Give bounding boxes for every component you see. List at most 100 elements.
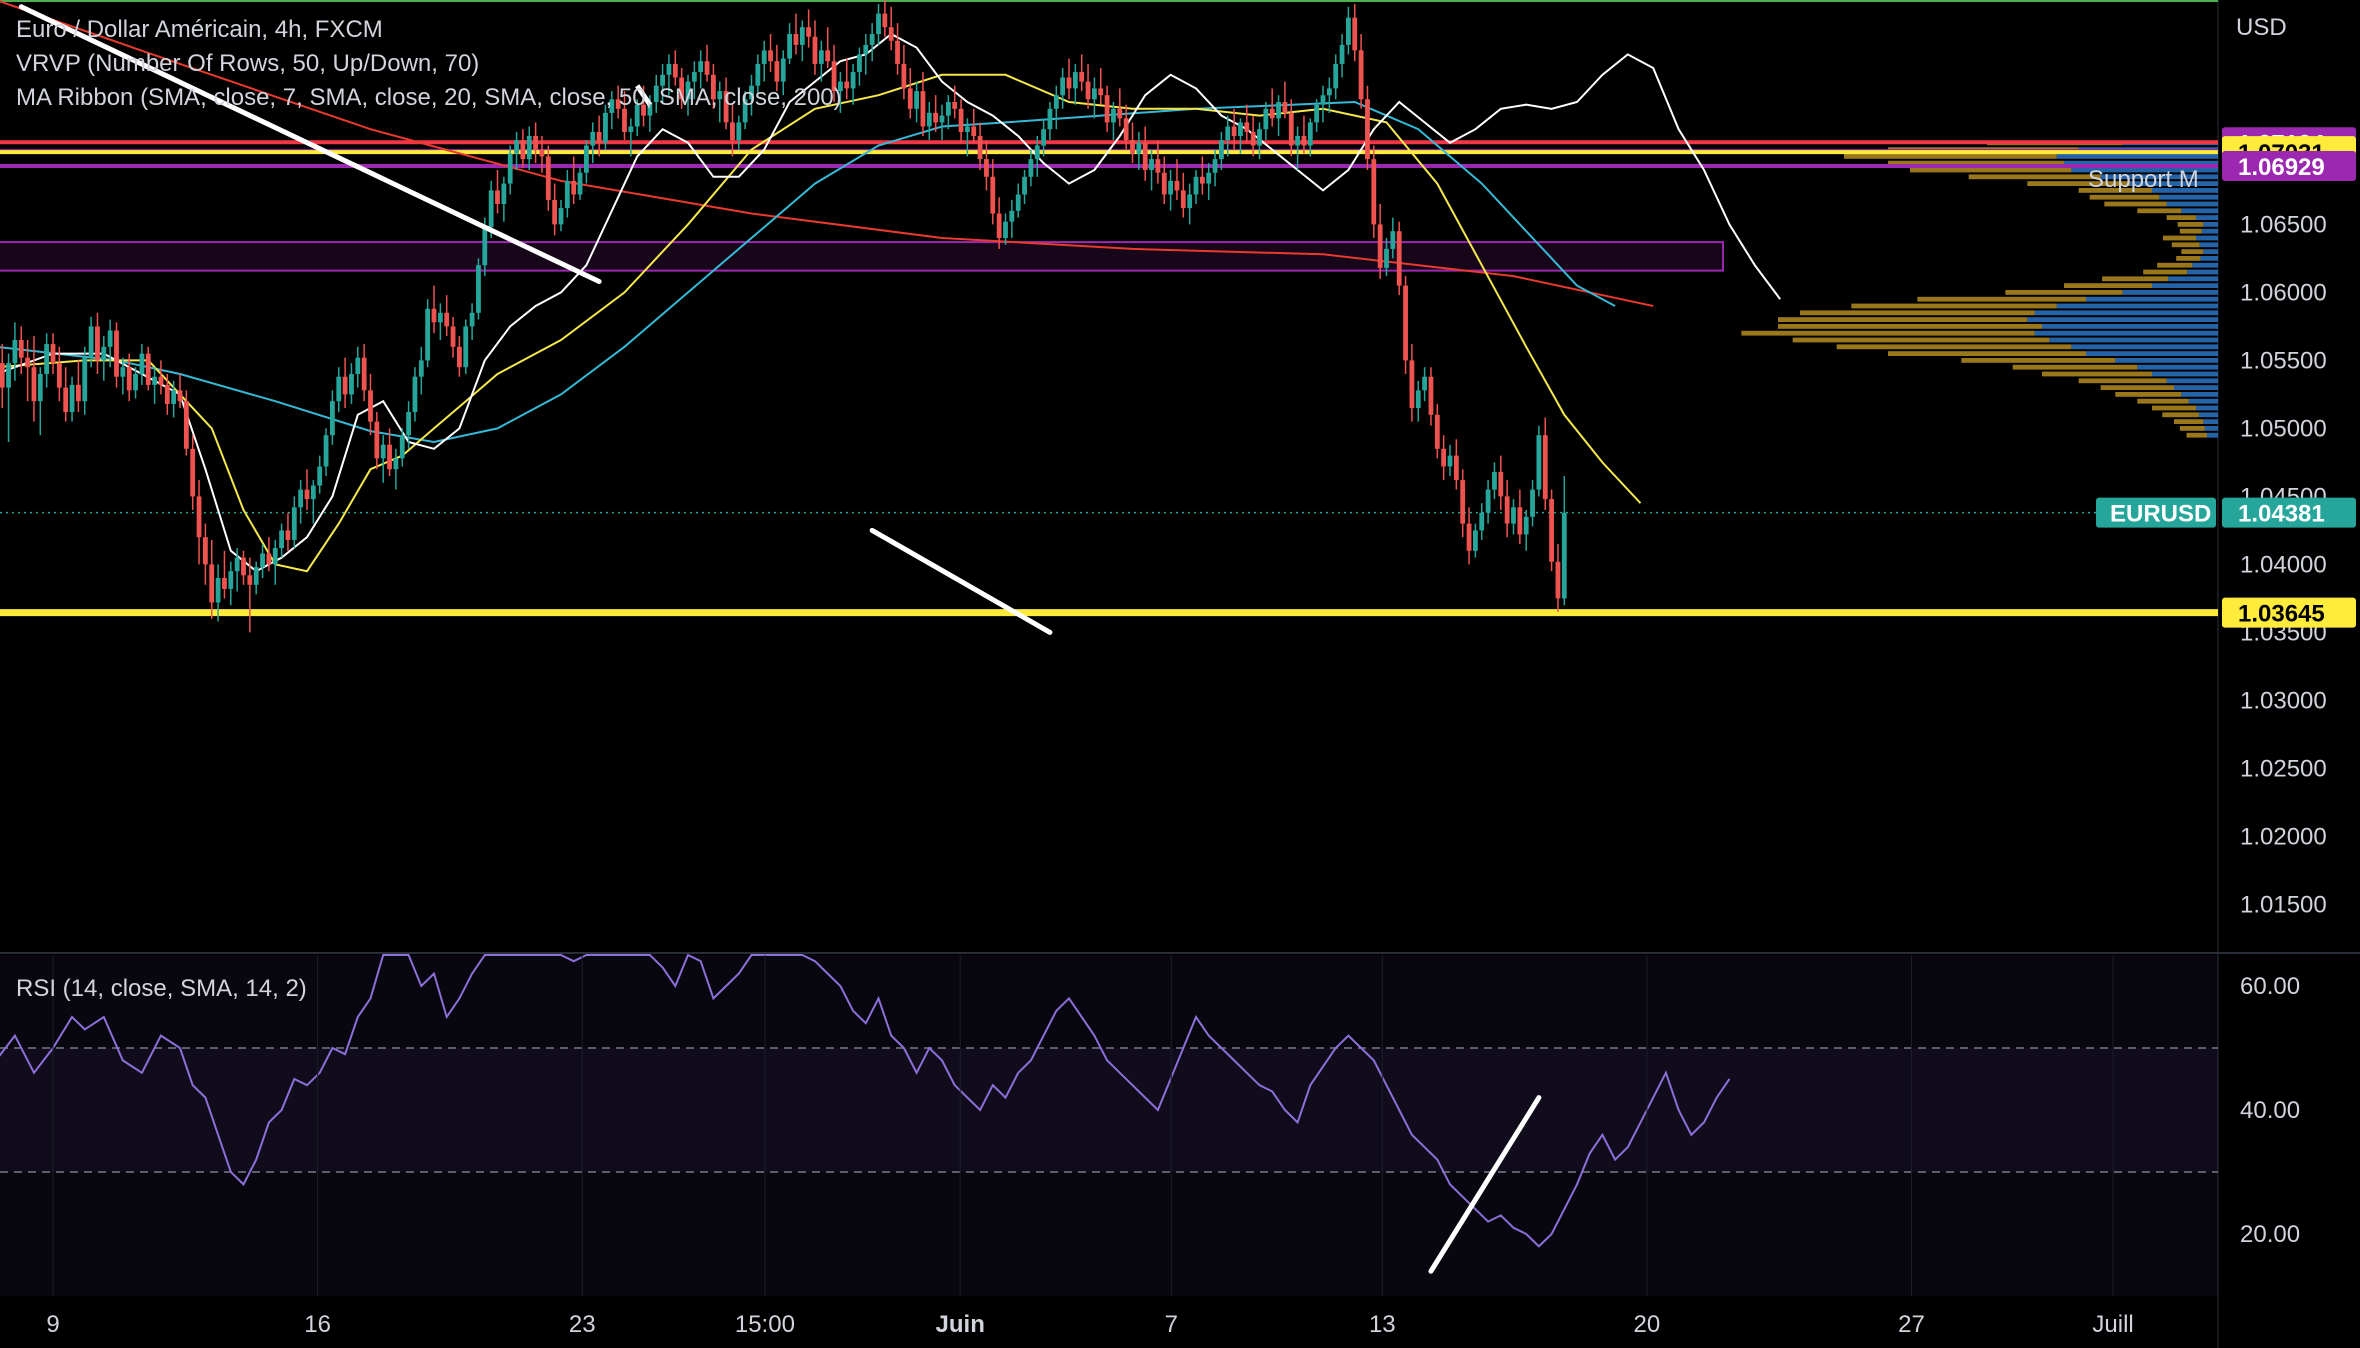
candle-body	[279, 530, 284, 549]
candle-body	[44, 344, 50, 374]
candle-body	[1504, 496, 1510, 524]
candle-body	[660, 74, 665, 86]
time-axis-tick: 13	[1369, 1311, 1396, 1338]
candle-body	[761, 50, 767, 64]
volume-profile-bar-down	[1910, 167, 2072, 173]
candle-body	[1047, 108, 1053, 130]
candle-body	[425, 308, 431, 361]
candle-body	[818, 50, 824, 64]
candle-body	[609, 99, 615, 113]
candle-body	[863, 44, 869, 55]
candle-body	[374, 421, 380, 459]
volume-profile-bar-up	[2204, 426, 2218, 431]
candle-body	[1307, 122, 1313, 146]
volume-profile-bar-down	[2177, 222, 2204, 227]
candle-body	[1079, 72, 1085, 82]
volume-profile-bar-up	[2174, 385, 2218, 390]
volume-profile-bar-down	[1844, 154, 2057, 159]
vrvp-legend: VRVP (Number Of Rows, 50, Up/Down, 70)	[16, 50, 480, 77]
volume-profile-bar-up	[2207, 432, 2218, 438]
candle-body	[6, 363, 11, 388]
candles	[0, 0, 1567, 633]
candle-body	[901, 63, 907, 89]
candle-body	[1485, 489, 1491, 513]
volume-profile-bar-up	[2203, 249, 2218, 254]
candle-body	[1244, 122, 1250, 132]
candle-body	[164, 384, 170, 404]
candle-body	[310, 485, 316, 500]
candle-body	[691, 72, 697, 82]
candle-body	[1314, 104, 1320, 123]
candle-body	[501, 183, 507, 204]
candle-body	[653, 85, 659, 102]
price-axis-tick: 1.05000	[2240, 415, 2327, 442]
volume-profile-bar-down	[1778, 324, 2042, 329]
rsi-axis-tick: 40.00	[2240, 1097, 2300, 1124]
candle-body	[1155, 159, 1161, 173]
candle-body	[1225, 126, 1231, 141]
volume-profile-bar-up	[2188, 398, 2218, 404]
volume-profile-bar-up	[2137, 364, 2218, 370]
candle-body	[368, 390, 373, 422]
support-zone	[0, 241, 1725, 272]
candle-body	[965, 126, 970, 132]
symbol-title: Euro / Dollar Américain, 4h, FXCM	[16, 16, 383, 43]
candle-body	[1409, 360, 1415, 408]
candle-body	[114, 330, 119, 377]
candle-body	[406, 412, 411, 436]
candle-body	[1403, 285, 1408, 361]
candle-body	[615, 99, 621, 109]
candle-body	[1072, 72, 1078, 89]
rsi-line	[0, 953, 1731, 1248]
candle-body	[1053, 95, 1059, 109]
volume-profile-bar-up	[2152, 188, 2218, 193]
candle-body	[1149, 159, 1154, 170]
candle-body	[1136, 142, 1142, 154]
volume-profile-bar-down	[1800, 310, 2035, 316]
candle-body	[1022, 176, 1027, 195]
candle-body	[1060, 77, 1066, 96]
candle-body	[450, 326, 456, 347]
price-badge	[2222, 151, 2356, 182]
price-axis-tick: 1.06500	[2240, 211, 2327, 238]
volume-profile-bar-down	[2162, 412, 2199, 418]
volume-profile-bar-down	[2137, 398, 2189, 404]
candle-body	[361, 357, 367, 391]
candle-body	[234, 557, 240, 572]
candle-body	[1396, 231, 1402, 286]
volume-profile	[1741, 140, 2218, 438]
volume-profile-bar-up	[2152, 283, 2218, 288]
candle-body	[37, 374, 43, 402]
volume-profile-bar-up	[2203, 419, 2218, 424]
volume-profile-bar-up	[2042, 324, 2218, 329]
candle-body	[25, 357, 30, 368]
candle-body	[1530, 489, 1535, 517]
volume-profile-bar-up	[2181, 392, 2218, 397]
candle-body	[393, 458, 399, 470]
candle-body	[1212, 159, 1218, 173]
candle-body	[831, 61, 837, 92]
candle-body	[209, 564, 215, 603]
candle-body	[139, 353, 145, 374]
candle-body	[984, 159, 989, 177]
candle-body	[666, 63, 672, 75]
rsi-axis-tick: 60.00	[2240, 973, 2300, 1000]
candle-body	[742, 99, 748, 123]
candle-body	[1371, 159, 1377, 225]
symbol-badge-label: EURUSD	[2110, 501, 2211, 528]
volume-profile-bar-down	[1792, 337, 2050, 343]
volume-profile-bar-up	[2198, 412, 2218, 418]
volume-profile-bar-down	[2157, 262, 2193, 268]
time-axis-tick: 23	[569, 1311, 596, 1338]
candle-body	[418, 360, 424, 377]
volume-profile-bar-down	[2104, 201, 2167, 207]
candle-body	[907, 88, 913, 109]
candle-body	[88, 326, 94, 358]
candle-body	[1009, 210, 1015, 222]
candle-body	[482, 227, 488, 266]
candle-body	[107, 330, 113, 347]
candle-body	[793, 34, 799, 45]
candle-body	[1263, 108, 1269, 130]
volume-profile-bar-up	[2034, 330, 2218, 336]
